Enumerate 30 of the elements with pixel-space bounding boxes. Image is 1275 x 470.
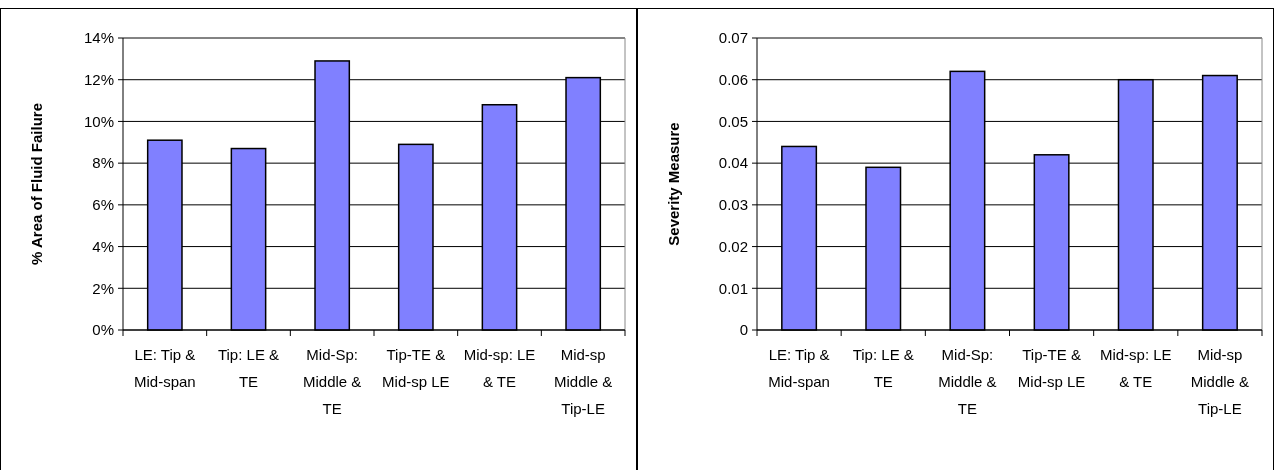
x-tick-label: Tip-TE & Mid-sp LE [1017, 346, 1086, 390]
y-tick-label: 0.01 [718, 279, 748, 297]
x-tick-label: LE: Tip & Mid-span [768, 346, 830, 390]
x-tick-label: Mid-sp Middle & Tip-LE [1190, 346, 1250, 417]
y-tick-label: 4% [92, 237, 114, 255]
x-tick-label: Mid-sp: LE & TE [463, 346, 536, 390]
x-tick-label: LE: Tip & Mid-span [133, 346, 196, 390]
x-tick-label: Mid-Sp: Middle & TE [938, 346, 997, 417]
y-tick-label: 0.05 [718, 112, 748, 130]
y-tick-label: 0.04 [718, 154, 748, 172]
y-tick-label: 2% [92, 279, 114, 297]
y-tick-label: 0% [92, 321, 114, 339]
y-axis-title: Severity Measure [665, 122, 682, 246]
y-tick-label: 0.07 [718, 29, 748, 47]
x-tick-label: Tip-TE & Mid-sp LE [382, 346, 450, 390]
y-axis-title: % Area of Fluid Failure [28, 103, 45, 265]
y-tick-label: 0.06 [718, 70, 748, 88]
y-tick-label: 6% [92, 196, 114, 214]
y-tick-label: 12% [83, 70, 114, 88]
x-tick-label: Tip: LE & TE [852, 346, 914, 390]
x-tick-label: Tip: LE & TE [217, 346, 280, 390]
y-tick-label: 0.02 [718, 237, 748, 255]
y-tick-label: 14% [83, 29, 114, 47]
y-tick-label: 0.03 [718, 196, 748, 214]
x-tick-label: Mid-sp: LE & TE [1099, 346, 1172, 390]
x-tick-label: Mid-Sp: Middle & TE [302, 346, 362, 417]
y-tick-label: 0 [739, 321, 748, 339]
y-tick-label: 8% [92, 154, 114, 172]
x-tick-label: Mid-sp Middle & Tip-LE [553, 346, 613, 417]
y-tick-label: 10% [83, 112, 114, 130]
